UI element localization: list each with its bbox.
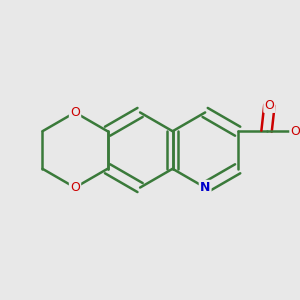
Text: O: O (265, 99, 275, 112)
Text: O: O (290, 125, 300, 138)
Text: O: O (70, 181, 80, 194)
Text: O: O (70, 106, 80, 119)
Text: N: N (200, 181, 210, 194)
